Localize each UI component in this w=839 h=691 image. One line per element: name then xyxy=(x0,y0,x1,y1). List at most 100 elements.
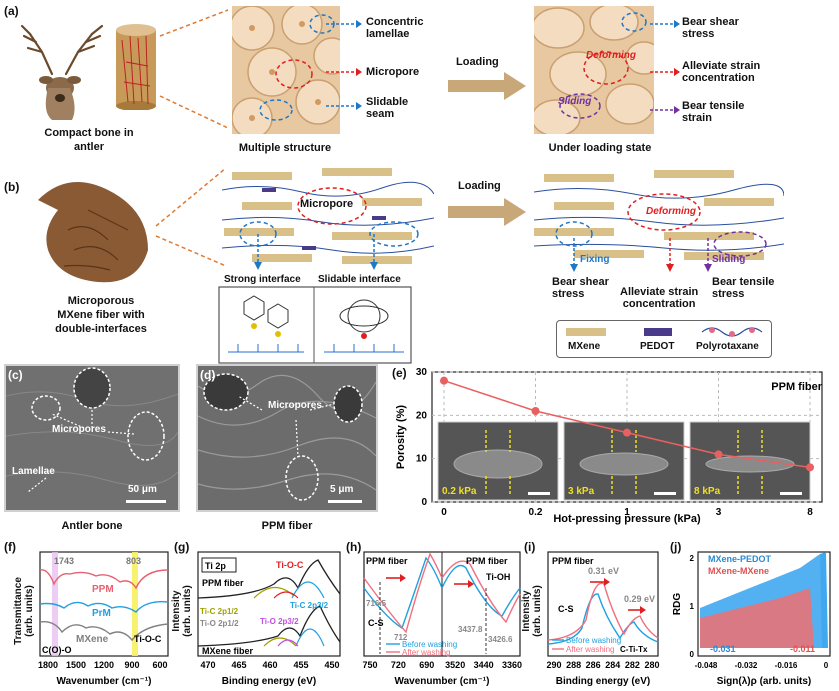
porosity-point xyxy=(623,428,631,437)
ftir-h-chart: PPM fiber PPM fiber C-S Ti-OH 716.5 712 … xyxy=(362,551,522,687)
caption-antler-bone: Antler bone xyxy=(61,520,123,532)
x-tick-label: 280 xyxy=(644,660,659,670)
label-concentric-lamellae: Concentric lamellae xyxy=(366,16,424,40)
x-tick-label: 600 xyxy=(152,660,167,670)
bone-microstructure-loaded xyxy=(534,6,654,134)
x-tick-label: 1500 xyxy=(66,660,86,670)
peak-1743: 1743 xyxy=(54,556,74,566)
legend-polyrotaxane: Polyrotaxane xyxy=(696,341,759,352)
panel-b-label: (b) xyxy=(4,180,20,194)
x-tick-label: 3 xyxy=(716,507,722,518)
caption-microporous-fiber: Microporous MXene fiber with double-inte… xyxy=(55,295,147,335)
xps-ti2p-chart: Ti 2p PPM fiber MXene fiber Ti-O-C Ti-C … xyxy=(197,551,341,687)
label-deforming-a: Deforming xyxy=(586,50,636,61)
legend-pedot: PEDOT xyxy=(640,341,675,352)
interface-arrows xyxy=(254,234,378,270)
xps-tic-2p32: Ti-C 2p3/2 xyxy=(290,601,329,610)
h-legend-before: Before washing xyxy=(402,640,457,649)
label-bear-tensile-b: Bear tensile stress xyxy=(712,276,775,300)
panel-c-label: (c) xyxy=(8,368,23,382)
caption-under-loading: Under loading state xyxy=(548,142,652,154)
x-tick-label: 1 xyxy=(624,507,630,518)
series-prm: PrM xyxy=(92,608,111,619)
sem-image-ppm: Micropores 5 μm xyxy=(196,364,378,512)
label-fixing: Fixing xyxy=(580,254,610,265)
rdg-chart: MXene-PEDOT MXene-MXene -0.031 -0.011 -0… xyxy=(672,551,831,687)
x-tick-label: 0 xyxy=(824,661,829,670)
scale-bar-c: 50 μm xyxy=(128,484,157,495)
ftir-ylabel-wrap: Transmittance (arb. units) xyxy=(6,560,40,656)
ftir-xlabel: Wavenumber (cm⁻¹) xyxy=(57,676,152,687)
series-mxene: MXene xyxy=(76,634,109,645)
scale-bar-d: 5 μm xyxy=(330,484,354,495)
h-v2: 712 xyxy=(394,633,408,642)
label-micropores-c: Micropores xyxy=(52,424,106,435)
x-tick-label: 465 xyxy=(231,660,246,670)
j-v-right: -0.011 xyxy=(790,644,815,654)
label-slidable-interface: Slidable interface xyxy=(318,274,401,285)
legend-box-b xyxy=(556,320,772,358)
right-label-arrows-a xyxy=(650,20,680,114)
chart-e-xlabel: Hot-pressing pressure (kPa) xyxy=(553,513,701,525)
x-tick-label: 282 xyxy=(625,660,640,670)
x-tick-label: 1800 xyxy=(38,660,58,670)
inset-pressure-label: 3 kPa xyxy=(568,486,595,497)
x-tick-label: 455 xyxy=(293,660,308,670)
ftir-chart: 1743 803 PPM PrM MXene C(O)-O Ti-O-C 180… xyxy=(38,551,169,687)
i-ylabel: Intensity (arb. units) xyxy=(521,585,543,637)
chemical-structures xyxy=(218,286,412,364)
xps-ti-o-c: Ti-O-C xyxy=(276,560,304,570)
xps-tic-2p12: Ti-C 2p1/2 xyxy=(200,607,239,616)
caption-compact-bone: Compact bone in antler xyxy=(44,127,134,153)
label-slidable-seam: Slidable seam xyxy=(366,96,409,120)
h-v4: 3426.6 xyxy=(488,635,513,644)
label-bear-tensile-a: Bear tensile strain xyxy=(682,100,745,124)
xps-c1s-chart: PPM fiber 0.31 eV 0.29 eV C-S C-Ti-Tx Be… xyxy=(546,551,660,687)
panel-g-label: (g) xyxy=(174,540,190,554)
caption-multiple-structure: Multiple structure xyxy=(238,142,332,154)
zoom-lines-b xyxy=(155,167,227,267)
label-bear-shear-b: Bear shear stress xyxy=(552,276,609,300)
h-xlabel: Wavenumber (cm⁻¹) xyxy=(395,676,490,687)
annot-c-o-o: C(O)-O xyxy=(42,645,72,655)
panel-d-label: (d) xyxy=(200,368,216,382)
y-tick-label: 1 xyxy=(690,602,695,611)
h-right-title: PPM fiber xyxy=(466,556,508,566)
xps-g-xlabel: Binding energy (eV) xyxy=(222,676,316,687)
label-micropore-b: Micropore xyxy=(300,198,354,210)
mxene-fiber-image xyxy=(38,182,148,283)
panel-e-label: (e) xyxy=(392,366,407,380)
fiber-schematic-loaded xyxy=(534,170,784,260)
loading-arrow-a xyxy=(448,72,526,100)
porosity-point xyxy=(806,463,814,472)
i-cs: C-S xyxy=(558,604,574,614)
x-tick-label: 8 xyxy=(807,507,813,518)
x-tick-label: 460 xyxy=(262,660,277,670)
label-strong-interface: Strong interface xyxy=(224,274,301,285)
mid-label-arrows xyxy=(326,20,362,110)
y-tick-label: 0 xyxy=(690,650,695,659)
y-tick-label: 20 xyxy=(416,410,428,421)
xps-mxene-fiber: MXene fiber xyxy=(202,646,254,656)
xps-box-label: Ti 2p xyxy=(205,561,226,571)
y-tick-label: 2 xyxy=(690,554,695,563)
legend-icons-b xyxy=(566,327,763,337)
i-xlabel: Binding energy (eV) xyxy=(556,676,650,687)
inset-pressure-label: 8 kPa xyxy=(694,486,721,497)
j-ylabel: RDG xyxy=(672,593,683,615)
xps-tio-2p12: Ti-O 2p1/2 xyxy=(200,619,239,628)
x-tick-label: 0.2 xyxy=(529,507,543,518)
xps-g-ylabel: Intensity (arb. units) xyxy=(171,585,193,637)
x-tick-label: -0.032 xyxy=(735,661,758,670)
y-tick-label: 30 xyxy=(416,367,428,378)
panel-f-label: (f) xyxy=(4,540,16,554)
chart-e-ylabel: Porosity (%) xyxy=(395,405,407,470)
label-sliding-b: Sliding xyxy=(712,254,746,265)
i-legend-before: Before washing xyxy=(566,636,621,645)
label-bear-shear-a: Bear shear stress xyxy=(682,16,739,40)
loading-label-a: Loading xyxy=(456,56,499,68)
sem-inset: 0.2 kPa xyxy=(437,421,559,501)
ftir-ylabel: Transmittance (arb. units) xyxy=(13,577,35,645)
panel-a-label: (a) xyxy=(4,4,19,18)
loaded-arrows-b xyxy=(570,238,712,272)
